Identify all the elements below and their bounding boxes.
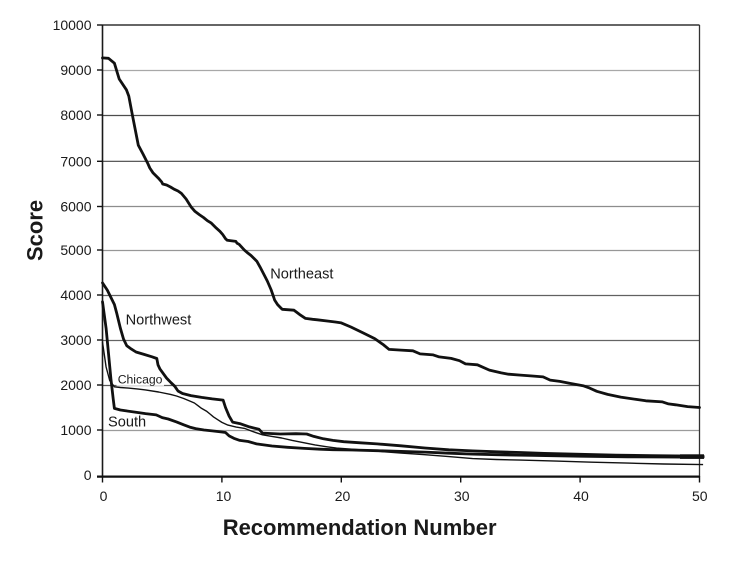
- svg-text:4000: 4000: [60, 287, 91, 303]
- svg-text:South: South: [108, 414, 146, 430]
- svg-text:7000: 7000: [60, 153, 91, 169]
- svg-text:30: 30: [454, 488, 470, 504]
- svg-text:Recommendation Number: Recommendation Number: [223, 515, 497, 540]
- svg-text:Score: Score: [23, 200, 48, 261]
- svg-text:9000: 9000: [60, 62, 91, 78]
- svg-text:6000: 6000: [60, 199, 91, 215]
- svg-text:1000: 1000: [60, 422, 91, 438]
- svg-text:Northeast: Northeast: [270, 267, 333, 283]
- svg-text:10000: 10000: [53, 17, 92, 33]
- svg-text:50: 50: [692, 488, 708, 504]
- svg-text:3000: 3000: [60, 332, 91, 348]
- svg-text:2000: 2000: [60, 377, 91, 393]
- svg-text:10: 10: [216, 488, 232, 504]
- svg-text:Chicago: Chicago: [118, 373, 163, 387]
- svg-text:0: 0: [100, 488, 108, 504]
- svg-text:20: 20: [335, 488, 351, 504]
- svg-text:Northwest: Northwest: [126, 313, 192, 329]
- svg-text:8000: 8000: [60, 107, 91, 123]
- svg-text:0: 0: [84, 467, 92, 483]
- svg-text:5000: 5000: [60, 242, 91, 258]
- svg-text:40: 40: [573, 488, 589, 504]
